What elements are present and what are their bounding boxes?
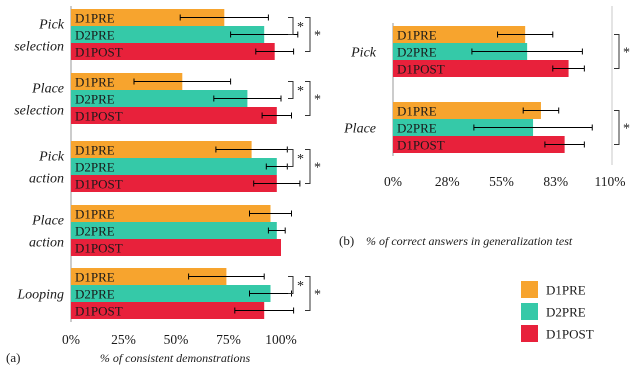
x-tick-label-4: 110% [595,174,626,189]
significance-bracket-pick-selection-1 [288,17,294,35]
legend-label-d1post: D1POST [546,327,594,342]
bar-d2pre-place-selection [71,90,248,107]
significance-bracket-place-selection-1 [288,81,294,99]
x-tick-label-3: 75% [216,332,241,347]
category-label-place-selection-line1: Place [31,82,64,97]
significance-marker-looping-2: * [314,288,321,303]
bar-d1pre-pick [393,26,526,43]
significance-marker-looping-1: * [297,279,304,294]
bar-d2pre-pick [393,43,528,60]
bar-d1post-looping [71,302,265,319]
legend-swatch-d1post [521,325,538,342]
significance-bracket-pick-1 [614,34,620,69]
bar-label-d1post-looping: D1POST [75,304,123,319]
bar-label-d1pre-pick-action: D1PRE [75,143,115,158]
bar-label-d1pre-place-selection: D1PRE [75,75,115,90]
category-label-place-action-line2: action [29,236,64,251]
category-label-place-selection-line2: selection [14,104,64,119]
x-tick-label-0: 0% [62,332,80,347]
x-tick-label-0: 0% [384,174,402,189]
bar-d1post-place-selection [71,107,277,124]
x-tick-label-2: 50% [164,332,189,347]
significance-bracket-place-selection-2 [305,81,311,116]
bar-label-d2pre-pick-selection: D2PRE [75,28,115,43]
x-tick-label-2: 55% [489,174,514,189]
bar-d1pre-place-action [71,205,271,222]
legend-swatch-d1pre [521,281,538,298]
significance-bracket-pick-selection-2 [305,17,311,52]
x-axis-label: % of consistent demonstrations [100,351,251,365]
significance-marker-pick-action-2: * [314,161,321,176]
legend-label-d1pre: D1PRE [546,283,586,298]
significance-marker-place-1: * [623,122,630,137]
significance-bracket-pick-action-2 [305,149,311,184]
significance-bracket-place-1 [614,110,620,145]
category-label-looping: Looping [16,288,64,303]
bar-d2pre-place [393,119,534,136]
panel-label: (a) [6,350,20,365]
bar-d2pre-pick-action [71,158,277,175]
bar-d1pre-looping [71,268,227,285]
chart-b: D1PRE D2PRE D1POST Pick D1PRE D2PRE D1POST Plac… [339,6,630,248]
bar-label-d2pre-looping: D2PRE [75,287,115,302]
bar-d1post-pick [393,60,569,77]
bar-label-d1pre-looping: D1PRE [75,270,115,285]
bar-d1pre-place [393,102,541,119]
x-axis-label: % of correct answers in generalization t… [366,234,573,248]
bar-label-d2pre-place-selection: D2PRE [75,92,115,107]
x-tick-label-4: 100% [265,332,297,347]
bar-label-d2pre-pick: D2PRE [397,45,437,60]
legend-label-d2pre: D2PRE [546,305,586,320]
bar-d1post-pick-selection [71,43,275,60]
legend-swatch-d2pre [521,303,538,320]
x-tick-label-3: 83% [543,174,568,189]
category-label-pick-action-line1: Pick [38,150,65,165]
category-label-place-action-line1: Place [31,214,64,229]
bar-d1pre-place-selection [71,73,183,90]
category-label-pick-selection-line2: selection [14,40,64,55]
category-label-pick-action-line2: action [29,172,64,187]
bar-label-d2pre-place: D2PRE [397,121,437,136]
significance-marker-pick-action-1: * [297,152,304,167]
significance-marker-place-selection-2: * [314,93,321,108]
bar-label-d1pre-place-action: D1PRE [75,207,115,222]
bar-label-d1post-place: D1POST [397,138,445,153]
bar-d2pre-pick-selection [71,26,265,43]
category-label-pick: Pick [350,46,377,61]
bar-d1post-place [393,136,565,153]
bar-label-d2pre-pick-action: D2PRE [75,160,115,175]
x-tick-label-1: 25% [111,332,136,347]
bar-label-d2pre-place-action: D2PRE [75,224,115,239]
legend: D1PRE D2PRE D1POST [521,281,594,342]
bar-label-d1pre-pick: D1PRE [397,28,437,43]
bar-d1pre-pick-selection [71,9,225,26]
significance-marker-pick-1: * [623,46,630,61]
bar-d1pre-pick-action [71,141,252,158]
bar-label-d1pre-place: D1PRE [397,104,437,119]
x-tick-label-1: 28% [435,174,460,189]
bar-label-d1post-pick-action: D1POST [75,177,123,192]
category-label-place: Place [343,122,376,137]
bar-label-d1post-place-action: D1POST [75,241,123,256]
significance-marker-pick-selection-1: * [297,20,304,35]
significance-marker-place-selection-1: * [297,84,304,99]
bar-label-d1post-place-selection: D1POST [75,109,123,124]
significance-bracket-looping-1 [288,276,294,294]
significance-marker-pick-selection-2: * [314,29,321,44]
bar-d1post-place-action [71,239,281,256]
bar-label-d1pre-pick-selection: D1PRE [75,11,115,26]
bar-label-d1post-pick: D1POST [397,62,445,77]
bar-d2pre-place-action [71,222,277,239]
panel-label: (b) [339,233,354,248]
bar-d1post-pick-action [71,175,277,192]
significance-bracket-looping-2 [305,276,311,311]
chart-a: D1PRE D2PRE D1POST Pick selection D1PRE D2PRE D… [6,6,321,365]
category-label-pick-selection-line1: Pick [38,18,65,33]
significance-bracket-pick-action-1 [288,149,294,167]
bar-d2pre-looping [71,285,271,302]
bar-label-d1post-pick-selection: D1POST [75,45,123,60]
